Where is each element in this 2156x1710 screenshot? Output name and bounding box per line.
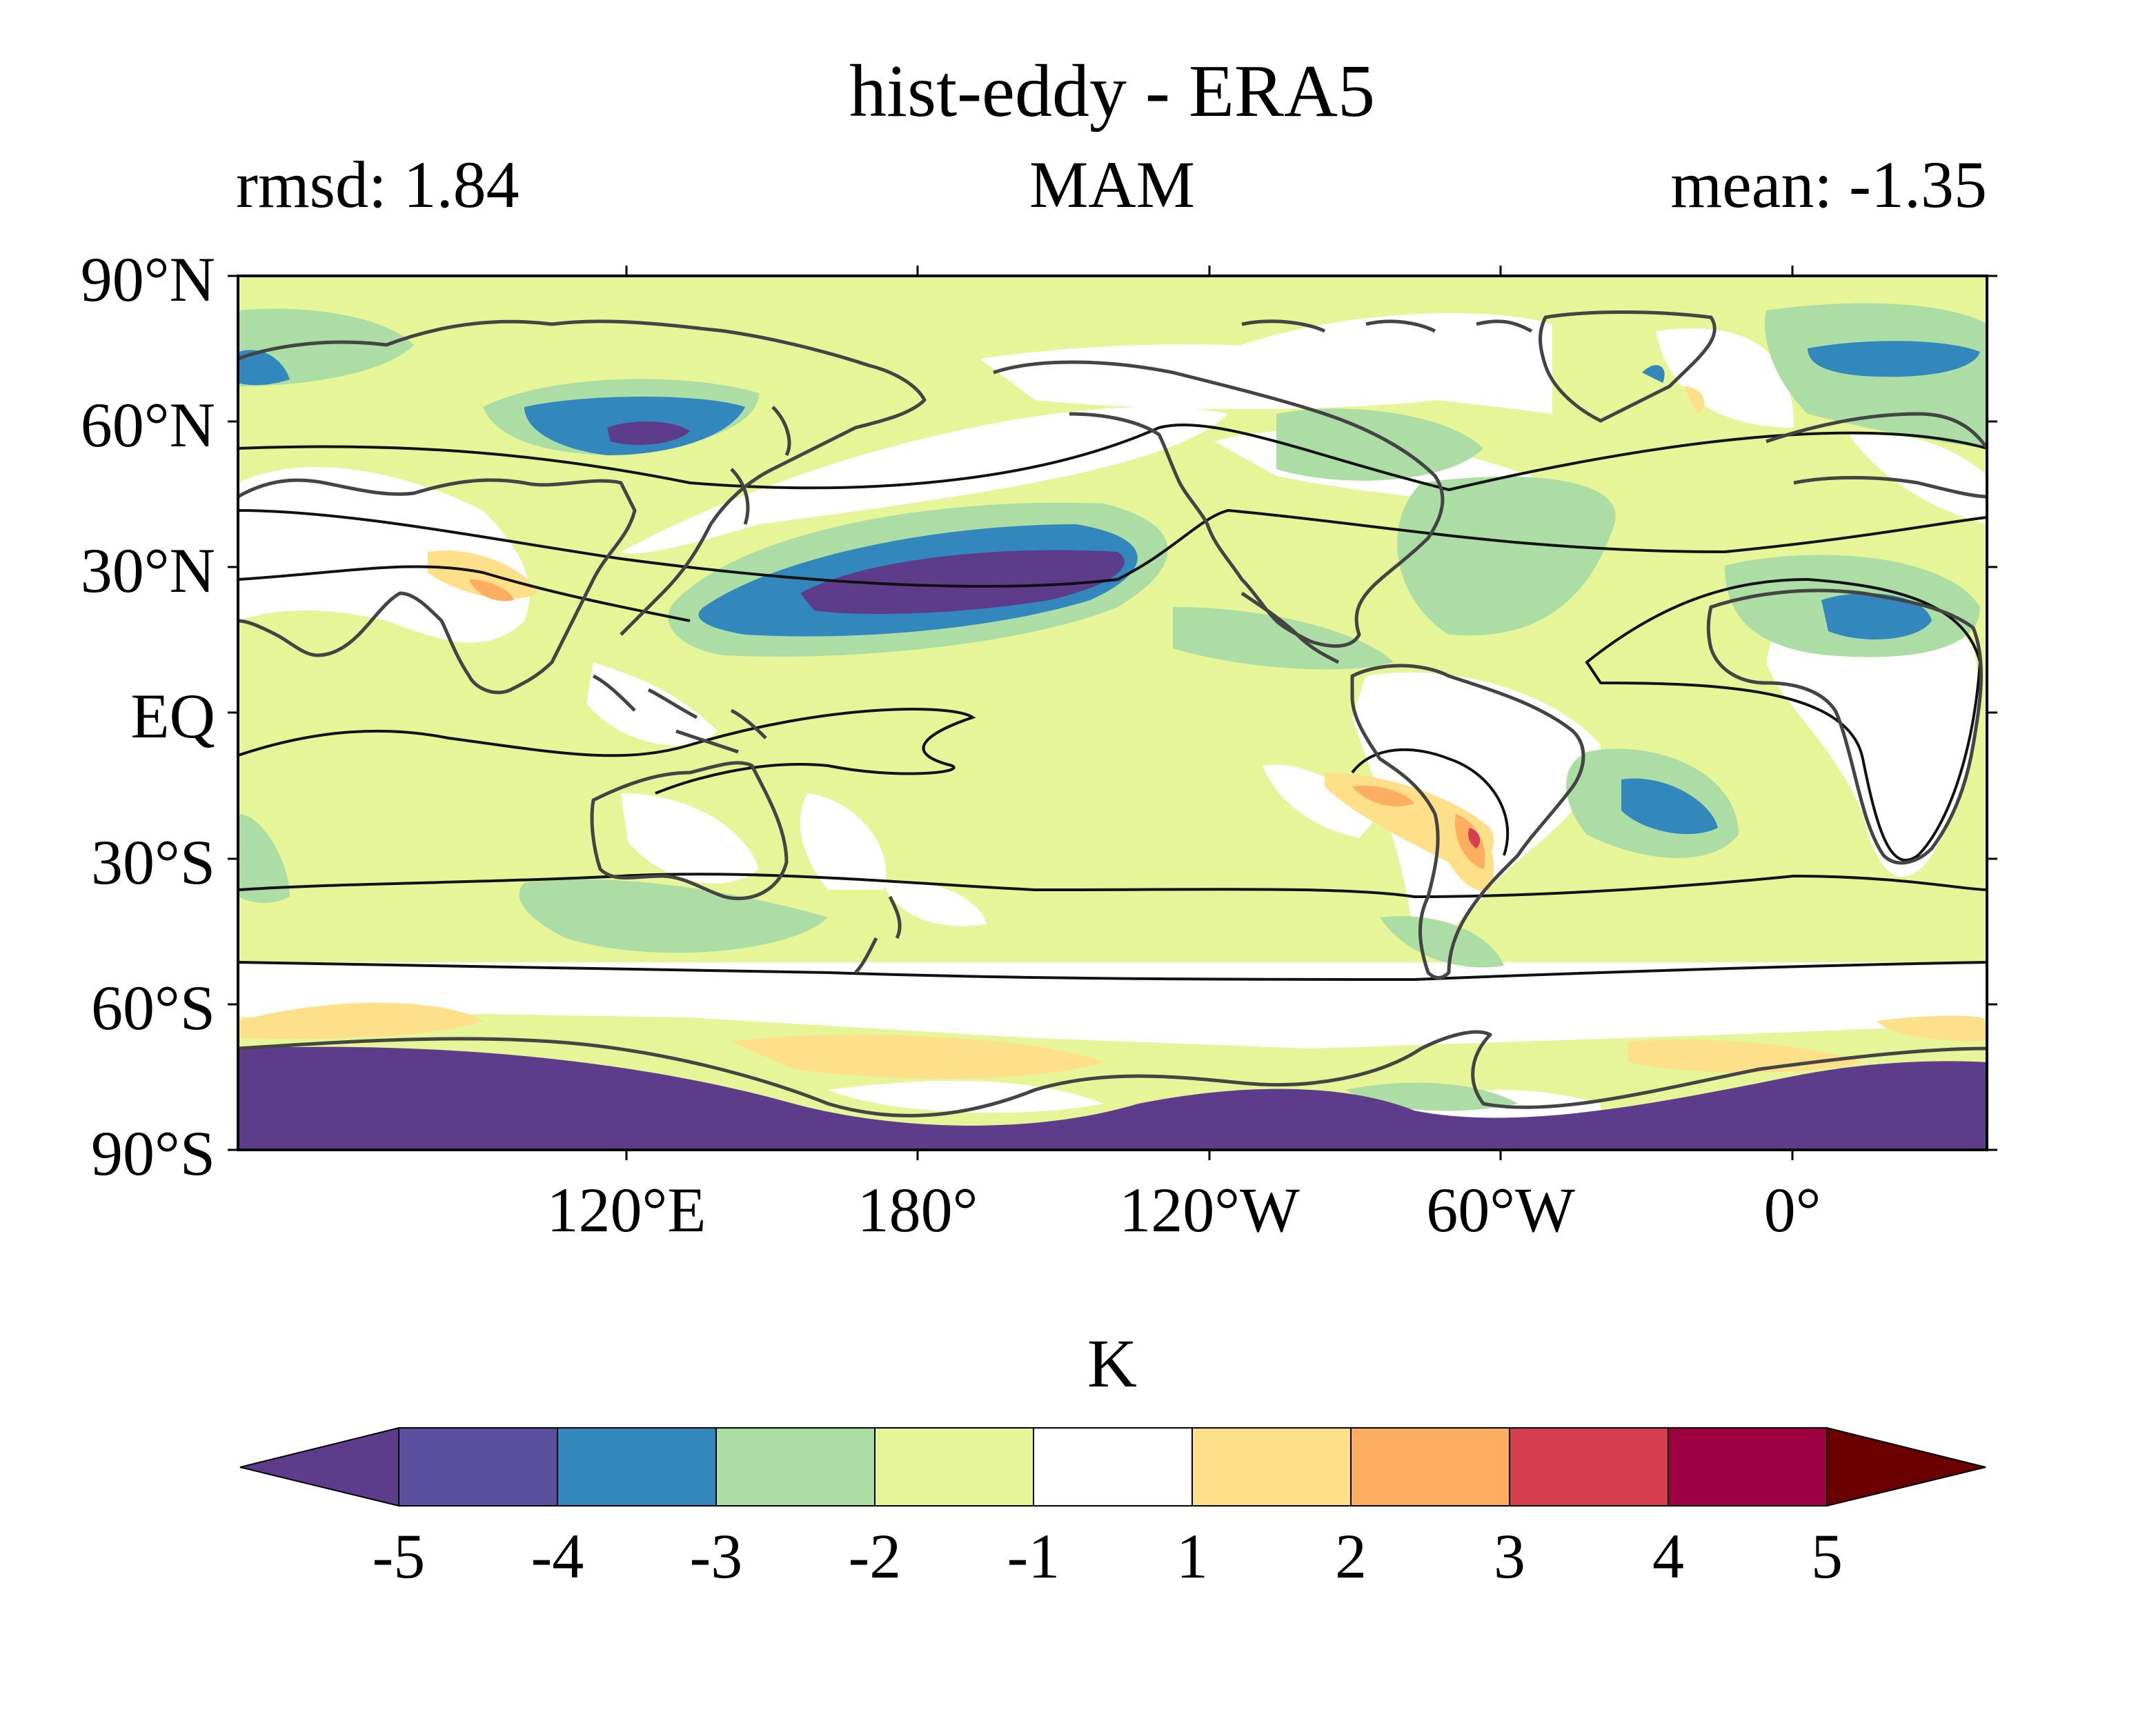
colorbar-units: K — [1087, 1325, 1137, 1402]
colorbar-tick-m4: -4 — [531, 1521, 584, 1591]
near-zero-regions — [238, 313, 1987, 1124]
lat-label-30s: 30°S — [91, 827, 215, 897]
lon-label-120e: 120°E — [547, 1175, 706, 1245]
colorbar-tick-m1: -1 — [1007, 1521, 1060, 1591]
colorbar-tick-m3: -3 — [690, 1521, 743, 1591]
minus-five-regions — [238, 421, 1987, 1150]
lat-axis — [228, 275, 1997, 1151]
lat-labels: 90°N 60°N 30°N EQ 30°S 60°S 90°S — [81, 244, 215, 1189]
lat-label-60s: 60°S — [91, 973, 215, 1043]
lon-label-60w: 60°W — [1426, 1175, 1575, 1245]
colorbar-tick-2: 2 — [1335, 1521, 1367, 1591]
lon-label-0: 0° — [1764, 1175, 1821, 1245]
colorbar-bin-1 — [398, 1427, 558, 1507]
figure-title: hist-eddy - ERA5 — [849, 50, 1375, 132]
colorbar-bin-3 — [715, 1427, 876, 1507]
colorbar-bin-5 — [1033, 1427, 1193, 1507]
lat-label-eq: EQ — [130, 681, 215, 751]
colorbar-tick-4: 4 — [1652, 1521, 1684, 1591]
lon-label-120w: 120°W — [1119, 1175, 1300, 1245]
coastlines — [238, 310, 1987, 1117]
colorbar-bin-4 — [874, 1427, 1034, 1507]
climatology-contours — [238, 424, 1987, 982]
colorbar: K -5 -4 -3 -2 -1 1 2 3 4 5 — [239, 1325, 1986, 1591]
colorbar-tick-m5: -5 — [373, 1521, 426, 1591]
lon-labels: 120°E 180° 120°W 60°W 0° — [547, 1175, 1821, 1245]
map-panel — [238, 276, 1987, 1150]
lat-label-90s: 90°S — [91, 1118, 215, 1189]
lat-label-60n: 60°N — [81, 390, 215, 460]
positive-three-regions — [1468, 828, 1481, 848]
colorbar-tick-5: 5 — [1811, 1521, 1843, 1591]
rmsd-label: rmsd: 1.84 — [236, 148, 520, 221]
lon-label-180: 180° — [858, 1175, 978, 1245]
lon-axis — [625, 266, 1794, 1160]
colorbar-under-triangle — [239, 1426, 399, 1507]
colorbar-bin-8 — [1509, 1427, 1669, 1507]
colorbar-tick-3: 3 — [1494, 1521, 1525, 1591]
colorbar-bin-2 — [557, 1427, 717, 1507]
colorbar-over-triangle — [1826, 1426, 1986, 1507]
colorbar-tick-m2: -2 — [849, 1521, 902, 1591]
colorbar-bin-6 — [1191, 1427, 1352, 1507]
season-label: MAM — [1029, 148, 1195, 221]
colorbar-bin-7 — [1350, 1427, 1510, 1507]
lat-label-90n: 90°N — [81, 244, 215, 315]
colorbar-bin-9 — [1668, 1427, 1828, 1507]
lat-label-30n: 30°N — [81, 535, 215, 606]
colorbar-tick-1: 1 — [1176, 1521, 1208, 1591]
positive-one-regions — [238, 386, 1987, 1079]
mean-label: mean: -1.35 — [1670, 148, 1987, 221]
